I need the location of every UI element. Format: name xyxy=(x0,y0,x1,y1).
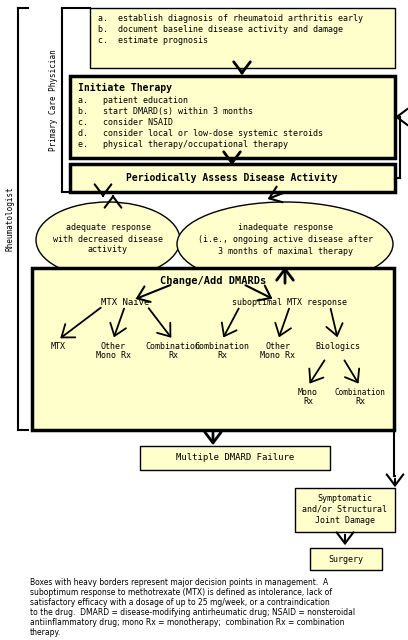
Text: Other: Other xyxy=(100,342,126,351)
Text: Mono: Mono xyxy=(298,388,318,397)
Text: therapy.: therapy. xyxy=(30,628,61,637)
Text: c.   consider NSAID: c. consider NSAID xyxy=(78,118,173,127)
Bar xyxy=(70,164,395,192)
Text: (i.e., ongoing active disease after: (i.e., ongoing active disease after xyxy=(197,234,373,243)
Text: Multiple DMARD Failure: Multiple DMARD Failure xyxy=(176,454,294,463)
Text: with decreased disease: with decreased disease xyxy=(53,234,163,243)
Text: Rheumatologist: Rheumatologist xyxy=(5,187,15,252)
Text: Symptomatic: Symptomatic xyxy=(317,494,373,503)
Text: MTX Naive: MTX Naive xyxy=(101,298,149,307)
Text: Periodically Assess Disease Activity: Periodically Assess Disease Activity xyxy=(126,173,338,183)
Text: Surgery: Surgery xyxy=(328,554,364,563)
Text: adequate response: adequate response xyxy=(66,223,151,232)
Bar xyxy=(32,268,394,430)
Text: Combination: Combination xyxy=(335,388,386,397)
Text: Boxes with heavy borders represent major decision points in management.  A: Boxes with heavy borders represent major… xyxy=(30,578,328,587)
Text: Mono Rx: Mono Rx xyxy=(260,351,295,360)
Text: Joint Damage: Joint Damage xyxy=(315,516,375,525)
Text: Rx: Rx xyxy=(355,397,365,406)
Text: 3 months of maximal therapy: 3 months of maximal therapy xyxy=(217,246,353,255)
Text: Combination: Combination xyxy=(195,342,250,351)
Text: e.   physical therapy/occupational therapy: e. physical therapy/occupational therapy xyxy=(78,140,288,149)
Text: a.   patient education: a. patient education xyxy=(78,96,188,105)
Text: d.   consider local or low-dose systemic steroids: d. consider local or low-dose systemic s… xyxy=(78,129,323,138)
Text: Other: Other xyxy=(266,342,290,351)
Bar xyxy=(90,8,395,68)
Text: Mono Rx: Mono Rx xyxy=(95,351,131,360)
Text: activity: activity xyxy=(88,246,128,255)
Text: b.   start DMARD(s) within 3 months: b. start DMARD(s) within 3 months xyxy=(78,107,253,116)
Text: to the drug.  DMARD = disease-modifying antirheumatic drug; NSAID = nonsteroidal: to the drug. DMARD = disease-modifying a… xyxy=(30,608,355,617)
Text: Change/Add DMARDs: Change/Add DMARDs xyxy=(160,276,266,286)
Text: Combination: Combination xyxy=(146,342,200,351)
Text: inadequate response: inadequate response xyxy=(237,223,333,232)
Text: Rx: Rx xyxy=(168,351,178,360)
Bar xyxy=(140,446,330,470)
Text: suboptimum response to methotrexate (MTX) is defined as intolerance, lack of: suboptimum response to methotrexate (MTX… xyxy=(30,588,332,597)
Text: Biologics: Biologics xyxy=(315,342,361,351)
Text: a.  establish diagnosis of rheumatoid arthritis early: a. establish diagnosis of rheumatoid art… xyxy=(98,14,363,23)
Text: suboptimal MTX response: suboptimal MTX response xyxy=(233,298,348,307)
Text: antiinflammatory drug; mono Rx = monotherapy;  combination Rx = combination: antiinflammatory drug; mono Rx = monothe… xyxy=(30,618,344,627)
Text: b.  document baseline disease activity and damage: b. document baseline disease activity an… xyxy=(98,25,343,34)
Text: Initiate Therapy: Initiate Therapy xyxy=(78,83,172,93)
Text: satisfactory efficacy with a dosage of up to 25 mg/week, or a contraindication: satisfactory efficacy with a dosage of u… xyxy=(30,598,330,607)
Bar xyxy=(295,488,395,532)
Text: and/or Structural: and/or Structural xyxy=(302,505,388,514)
Text: Rx: Rx xyxy=(303,397,313,406)
Bar xyxy=(70,76,395,158)
Ellipse shape xyxy=(177,202,393,286)
Text: c.  estimate prognosis: c. estimate prognosis xyxy=(98,36,208,45)
Text: Primary Care Physician: Primary Care Physician xyxy=(49,49,58,151)
Ellipse shape xyxy=(36,202,180,278)
Text: MTX: MTX xyxy=(51,342,66,351)
Bar xyxy=(310,548,382,570)
Text: Rx: Rx xyxy=(217,351,227,360)
